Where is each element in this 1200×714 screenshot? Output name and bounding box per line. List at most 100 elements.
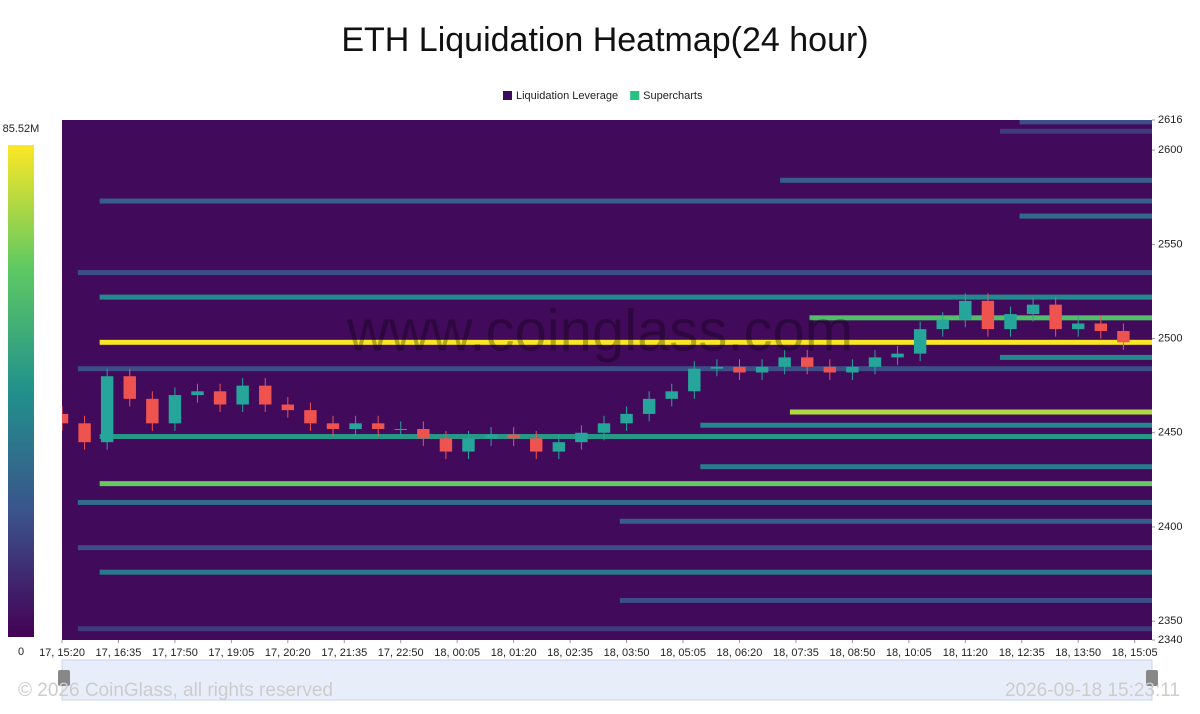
candle-body <box>891 353 904 358</box>
heat-band <box>809 315 1152 321</box>
candle-body <box>484 434 498 439</box>
heat-band <box>99 569 1152 575</box>
footer-copyright: © 2026 CoinGlass, all rights reserved <box>18 680 333 701</box>
x-tick-label: 17, 15:20 <box>39 647 85 659</box>
legend-swatch <box>630 91 640 100</box>
candle-body <box>1072 323 1085 330</box>
x-tick-label: 18, 15:05 <box>1112 647 1158 659</box>
footer-timestamp: 2026-09-18 15:23:11 <box>1005 680 1180 701</box>
legend-label: Supercharts <box>643 90 703 102</box>
y-tick-label: 2400 <box>1158 521 1182 533</box>
candle-body <box>688 368 701 392</box>
x-tick-label: 18, 12:35 <box>999 647 1045 659</box>
y-tick-label: 2340 <box>1158 634 1182 646</box>
candle-body <box>801 357 814 367</box>
candle-body <box>213 391 227 405</box>
candle-body <box>191 391 204 396</box>
y-tick-label: 2500 <box>1158 332 1182 344</box>
heat-band <box>789 409 1152 415</box>
candle-body <box>326 423 340 429</box>
y-tick-label: 2450 <box>1158 427 1182 439</box>
heat-band <box>999 128 1152 134</box>
navigator-handle[interactable] <box>58 670 70 686</box>
y-tick-label: 2600 <box>1158 144 1182 156</box>
candle-body <box>371 423 385 429</box>
x-tick-label: 17, 22:50 <box>378 647 424 659</box>
y-tick-label: 2350 <box>1158 615 1182 627</box>
heat-band <box>99 434 1152 440</box>
plot-area <box>62 120 1152 632</box>
heat-band <box>1019 120 1152 125</box>
candle-body <box>123 376 136 399</box>
candle-body <box>304 410 317 424</box>
candle-body <box>868 357 882 367</box>
x-tick-label: 18, 11:20 <box>943 647 988 659</box>
heat-band <box>619 518 1152 524</box>
candle-body <box>846 366 859 373</box>
candle-body <box>642 398 656 414</box>
candle-body <box>439 438 453 452</box>
x-tick-label: 18, 01:20 <box>491 647 537 659</box>
candle-body <box>620 413 633 424</box>
candle-body <box>530 438 543 452</box>
x-tick-label: 17, 20:20 <box>265 647 311 659</box>
y-tick-label: 2616 <box>1158 114 1182 126</box>
x-tick-label: 18, 07:35 <box>773 647 819 659</box>
navigator[interactable] <box>61 659 1153 701</box>
candle-body <box>552 442 566 452</box>
heat-band <box>99 481 1152 487</box>
chart-title: ETH Liquidation Heatmap(24 hour) <box>341 21 868 59</box>
x-tick-label: 17, 17:50 <box>152 647 198 659</box>
x-tick-label: 18, 06:20 <box>717 647 763 659</box>
x-tick-label: 17, 21:35 <box>321 647 367 659</box>
x-tick-label: 18, 05:05 <box>660 647 706 659</box>
candle-body <box>823 366 837 373</box>
candle-body <box>733 366 746 373</box>
heat-band <box>780 177 1152 183</box>
heat-band <box>700 464 1152 470</box>
legend-label: Liquidation Leverage <box>516 90 618 102</box>
heat-band <box>77 545 1152 551</box>
navigator-handle[interactable] <box>1146 670 1158 686</box>
candle-body <box>1004 314 1017 330</box>
x-tick-label: 17, 16:35 <box>96 647 142 659</box>
candle-body <box>597 423 611 433</box>
x-tick-label: 18, 00:05 <box>434 647 480 659</box>
heat-band <box>99 339 1152 345</box>
candle-body <box>981 300 995 330</box>
watermark: www.coinglass.com <box>346 298 853 363</box>
candle-body <box>959 300 972 320</box>
heat-band <box>77 499 1152 505</box>
candle-body <box>1049 304 1062 330</box>
candle-body <box>710 366 724 369</box>
x-tick-label: 17, 19:05 <box>208 647 254 659</box>
candle-body <box>259 385 272 405</box>
y-tick-label: 2550 <box>1158 238 1182 250</box>
candle-body <box>936 319 949 330</box>
x-tick-label: 18, 13:50 <box>1055 647 1101 659</box>
candle-body <box>575 432 588 443</box>
candle-body <box>755 366 769 373</box>
candle-body <box>62 413 69 424</box>
candle-body <box>168 395 182 424</box>
candle-body <box>1094 323 1108 332</box>
candle-body <box>146 398 159 424</box>
heat-band <box>99 198 1152 204</box>
color-bar <box>8 145 34 637</box>
candle-body <box>462 438 475 452</box>
x-tick-label: 18, 10:05 <box>886 647 932 659</box>
heat-band <box>700 422 1152 428</box>
heat-band <box>77 626 1152 632</box>
x-tick-label: 18, 03:50 <box>604 647 650 659</box>
color-bar-label: 0 <box>18 646 24 658</box>
heat-band <box>99 294 1152 300</box>
candle-body <box>236 385 249 405</box>
candle-body <box>281 404 295 411</box>
candle-body <box>507 434 520 439</box>
x-tick-label: 18, 08:50 <box>829 647 875 659</box>
candle-body <box>394 428 407 430</box>
plot-background <box>62 120 1152 640</box>
candle-body <box>1026 304 1040 315</box>
x-tick-label: 18, 02:35 <box>547 647 593 659</box>
